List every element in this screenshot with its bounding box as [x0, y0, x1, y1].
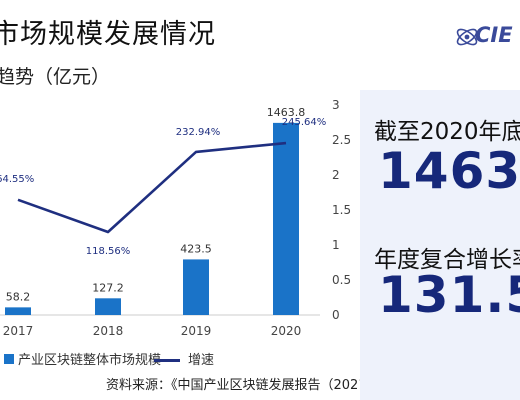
x-axis-ticks: 2017 2018 2019 2020	[3, 324, 302, 338]
right-y-axis-ticks: 0 0.5 1 1.5 2 2.5 3	[332, 98, 351, 322]
growth-label-2019: 232.94%	[176, 127, 221, 138]
bar-2019	[183, 259, 209, 315]
y-tick-0: 0	[332, 308, 340, 322]
cie-logo: CIE	[455, 20, 520, 54]
panel-label-cagr: 年度复合增长率	[374, 247, 520, 273]
x-tick-2018: 2018	[93, 324, 124, 338]
x-tick-2019: 2019	[181, 324, 212, 338]
bar-value-labels: 58.2 127.2 423.5 1463.8	[6, 106, 306, 303]
growth-line-series	[17, 141, 287, 234]
x-tick-2017: 2017	[3, 324, 34, 338]
panel-value-total: 1463.8	[378, 142, 520, 200]
bar-label-2019: 423.5	[180, 242, 212, 255]
bar-2017	[5, 307, 31, 315]
panel-value-cagr: 131.5	[378, 266, 520, 324]
logo-atom-icon	[456, 28, 478, 46]
y-tick-1.5: 1.5	[332, 203, 351, 217]
source-note: 资料来源：《中国产业区块链发展报告（2021）》	[106, 378, 387, 393]
chart-subtitle: 趋势（亿元）	[0, 66, 111, 88]
growth-label-2018: 118.56%	[86, 246, 131, 257]
y-tick-1: 1	[332, 238, 340, 252]
bar-label-2020: 1463.8	[267, 106, 306, 119]
market-size-chart: 58.2 127.2 423.5 1463.8 164.55% 118.56% 232.9…	[0, 98, 351, 338]
growth-value-labels: 164.55% 118.56% 232.94% 245.64%	[0, 117, 326, 257]
bar-2020	[273, 122, 299, 315]
growth-line	[17, 141, 287, 234]
legend-bar-label: 产业区块链整体市场规模	[18, 353, 162, 368]
logo-text: CIE	[475, 23, 513, 47]
bar-2018	[95, 298, 121, 315]
panel-label-total: 截至2020年底	[374, 119, 520, 145]
legend-bar-swatch	[4, 354, 14, 364]
bar-series	[5, 122, 299, 315]
y-tick-0.5: 0.5	[332, 273, 351, 287]
y-tick-2: 2	[332, 168, 340, 182]
bar-label-2018: 127.2	[92, 281, 124, 294]
y-tick-3: 3	[332, 98, 340, 112]
y-tick-2.5: 2.5	[332, 133, 351, 147]
growth-label-2020: 245.64%	[282, 117, 327, 128]
bar-label-2017: 58.2	[6, 290, 31, 303]
x-tick-2020: 2020	[271, 324, 302, 338]
legend-line-label: 增速	[188, 353, 215, 368]
page-title: 市场规模发展情况	[0, 19, 216, 50]
legend-line-swatch	[154, 359, 180, 362]
growth-label-2017: 164.55%	[0, 174, 34, 185]
highlight-panel: 截至2020年底 1463.8 年度复合增长率 131.5	[360, 90, 520, 400]
